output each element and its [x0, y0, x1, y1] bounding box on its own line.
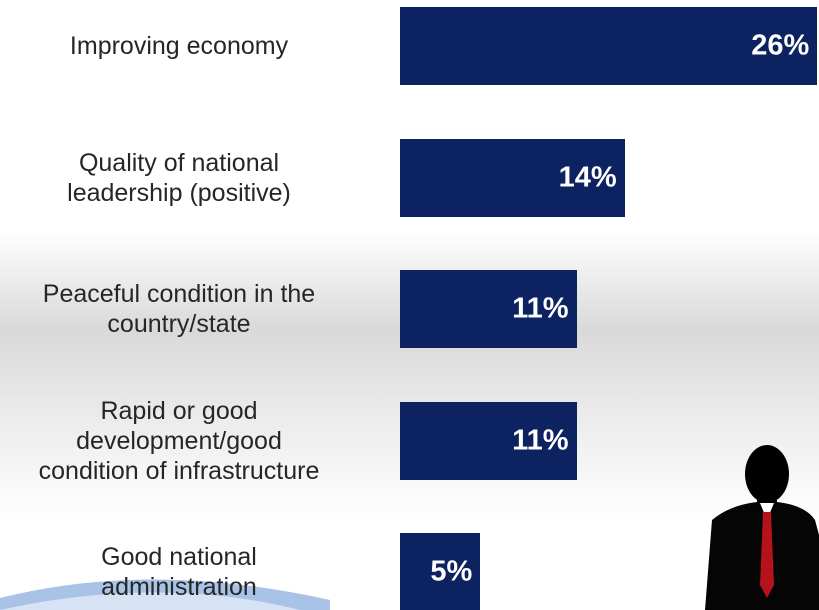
value-label: 11%	[512, 424, 569, 456]
bar	[400, 138, 625, 217]
category-label: Good national administration	[101, 543, 257, 601]
value-label: 14%	[558, 161, 617, 193]
bar	[400, 533, 481, 610]
category-label: Peaceful condition in the country/state	[42, 280, 316, 338]
value-label: 26%	[751, 29, 810, 62]
silhouette	[705, 445, 819, 610]
bar	[400, 7, 818, 85]
category-label: Quality of national leadership (positive…	[67, 148, 291, 207]
swoosh	[0, 592, 300, 610]
category-label: Improving economy	[69, 32, 289, 60]
category-label: Rapid or good development/good condition…	[38, 396, 320, 485]
bar	[400, 401, 577, 480]
value-label: 5%	[430, 555, 473, 588]
bar	[400, 270, 577, 348]
value-label: 11%	[512, 292, 569, 325]
